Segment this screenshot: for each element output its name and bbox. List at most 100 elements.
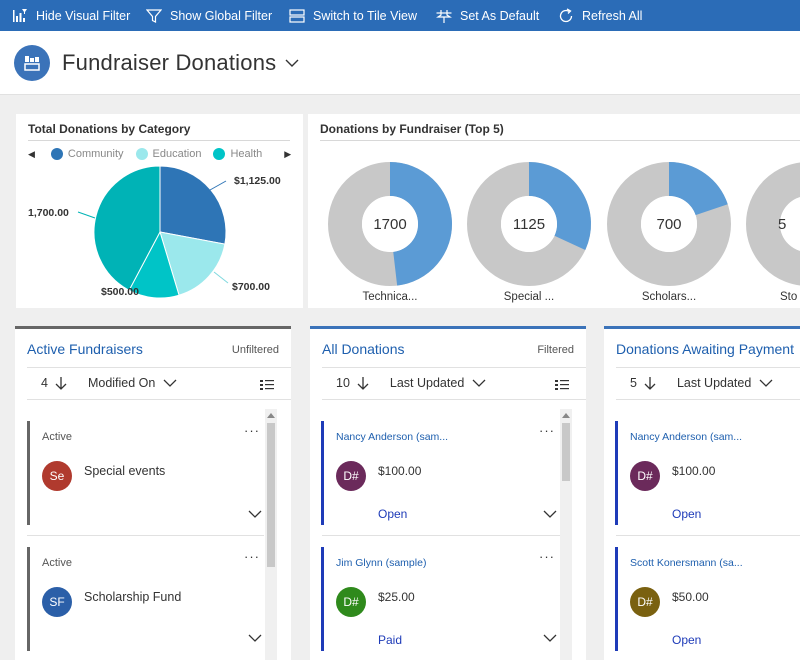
scrollbar-thumb[interactable] (562, 423, 570, 481)
avatar: D# (336, 461, 366, 491)
legend-item-health[interactable]: Health (213, 148, 262, 160)
hide-visual-filter-button[interactable]: Hide Visual Filter (12, 0, 130, 31)
donut-value-2: 1125 (512, 216, 546, 233)
donation-status[interactable]: Open (672, 507, 702, 521)
fundraiser-donut-charts[interactable] (308, 150, 800, 290)
stream-scrollbar[interactable] (265, 409, 277, 660)
pie-slice-education[interactable] (159, 231, 226, 296)
sort-direction-arrow-icon[interactable] (356, 376, 370, 390)
sort-field-dropdown[interactable]: Last Updated (677, 376, 773, 390)
record-count[interactable]: 10 (336, 376, 350, 390)
stream-divider (322, 399, 586, 400)
stream-title: Donations Awaiting Payment (616, 341, 794, 357)
avatar: D# (630, 461, 660, 491)
pie-label-other: 1,700.00 (28, 207, 69, 219)
more-options-icon[interactable]: ··· (244, 549, 260, 564)
category-pie-chart[interactable] (90, 162, 230, 302)
pie-slice-other[interactable] (93, 165, 161, 291)
record-status: Active (42, 431, 72, 443)
donut-segment-3[interactable] (668, 162, 728, 216)
legend-item-community[interactable]: Community (50, 148, 124, 160)
sort-field-label: Modified On (87, 376, 156, 390)
stream-controls: 5 Last Updated (630, 376, 773, 390)
category-chart-divider (28, 140, 290, 141)
record-card[interactable]: Active ··· Se Special events (27, 421, 264, 525)
stream-scrollbar[interactable] (560, 409, 572, 660)
record-name: Special events (84, 464, 166, 478)
expand-chevron-icon[interactable] (248, 633, 262, 643)
more-options-icon[interactable]: ··· (539, 423, 555, 438)
sort-field-dropdown[interactable]: Last Updated (390, 376, 486, 390)
legend-next-arrow-icon[interactable]: ▶ (284, 148, 292, 159)
stream-filter-status: Unfiltered (231, 344, 279, 356)
stream-awaiting-payment: Donations Awaiting Payment 5 Last Update… (604, 326, 800, 660)
set-default-button[interactable]: Set As Default (436, 0, 539, 31)
record-name[interactable]: Jim Glynn (sample) (336, 557, 427, 569)
fundraiser-chart-divider (320, 140, 800, 141)
view-options-icon[interactable] (259, 379, 275, 391)
sort-direction-arrow-icon[interactable] (643, 376, 657, 390)
show-global-filter-button[interactable]: Show Global Filter (146, 0, 272, 31)
donut-hole (362, 196, 418, 252)
donut-label-4[interactable]: Sto (780, 291, 798, 303)
legend-item-education[interactable]: Education (135, 148, 201, 160)
donation-status[interactable]: Open (672, 633, 702, 647)
record-divider (27, 535, 264, 536)
record-name[interactable]: Nancy Anderson (sam... (630, 431, 743, 443)
donut-label-2[interactable]: Special ... (503, 291, 555, 303)
avatar: D# (336, 587, 366, 617)
record-name[interactable]: Scott Konersmann (sa... (630, 557, 743, 569)
donut-label-3[interactable]: Scholars... (641, 291, 697, 303)
record-name[interactable]: Nancy Anderson (sam... (336, 431, 449, 443)
sort-direction-arrow-icon[interactable] (54, 376, 68, 390)
scroll-up-arrow-icon[interactable] (562, 413, 570, 418)
more-options-icon[interactable]: ··· (539, 549, 555, 564)
dashboard-icon (14, 45, 50, 81)
dashboard-selector-chevron-icon[interactable] (284, 55, 300, 71)
scroll-up-arrow-icon[interactable] (267, 413, 275, 418)
record-count[interactable]: 5 (630, 376, 637, 390)
pie-label-education: $700.00 (232, 281, 270, 293)
record-count[interactable]: 4 (41, 376, 48, 390)
pie-label-community: $1,125.00 (234, 175, 281, 187)
page-header: Fundraiser Donations (0, 31, 800, 95)
donut-label-1[interactable]: Technica... (362, 291, 418, 303)
donut-segment-1[interactable] (389, 162, 452, 286)
sort-field-dropdown[interactable]: Modified On (88, 376, 177, 390)
record-card[interactable]: Scott Konersmann (sa... D# $50.00 Open (615, 547, 800, 651)
page-title: Fundraiser Donations (62, 50, 277, 75)
more-options-icon[interactable]: ··· (244, 423, 260, 438)
legend-prev-arrow-icon[interactable]: ◀ (28, 148, 35, 159)
donut-value-1: 1700 (373, 216, 407, 233)
chevron-down-icon (759, 379, 773, 387)
donut-value-4: 5 (778, 216, 787, 233)
refresh-all-button[interactable]: Refresh All (558, 0, 642, 31)
legend-swatch (213, 148, 226, 160)
record-card[interactable]: Nancy Anderson (sam... ··· D# $100.00 Op… (321, 421, 559, 525)
view-options-icon[interactable] (554, 379, 570, 391)
donut-segment-2[interactable] (528, 162, 591, 250)
stream-divider (616, 367, 800, 368)
expand-chevron-icon[interactable] (543, 633, 557, 643)
show-global-filter-label: Show Global Filter (170, 8, 273, 23)
record-card[interactable]: Jim Glynn (sample) ··· D# $25.00 Paid (321, 547, 559, 651)
pie-label-health: $500.00 (101, 286, 139, 298)
stream-divider (616, 399, 800, 400)
legend-swatch (135, 148, 148, 160)
stream-controls: 4 Modified On (41, 376, 177, 390)
record-card[interactable]: Active ··· SF Scholarship Fund (27, 547, 264, 651)
donation-amount: $100.00 (378, 464, 422, 478)
scrollbar-thumb[interactable] (267, 423, 275, 567)
donut-hole (641, 196, 697, 252)
category-chart-title: Total Donations by Category (28, 122, 191, 136)
donation-status[interactable]: Paid (378, 633, 403, 647)
sort-field-label: Last Updated (676, 376, 752, 390)
donation-status[interactable]: Open (378, 507, 408, 521)
visual-filter-icon (13, 8, 27, 22)
expand-chevron-icon[interactable] (543, 509, 557, 519)
switch-tile-view-button[interactable]: Switch to Tile View (289, 0, 417, 31)
hide-visual-filter-label: Hide Visual Filter (36, 8, 131, 23)
stream-title: All Donations (322, 341, 405, 357)
expand-chevron-icon[interactable] (248, 509, 262, 519)
record-card[interactable]: Nancy Anderson (sam... D# $100.00 Open (615, 421, 800, 525)
